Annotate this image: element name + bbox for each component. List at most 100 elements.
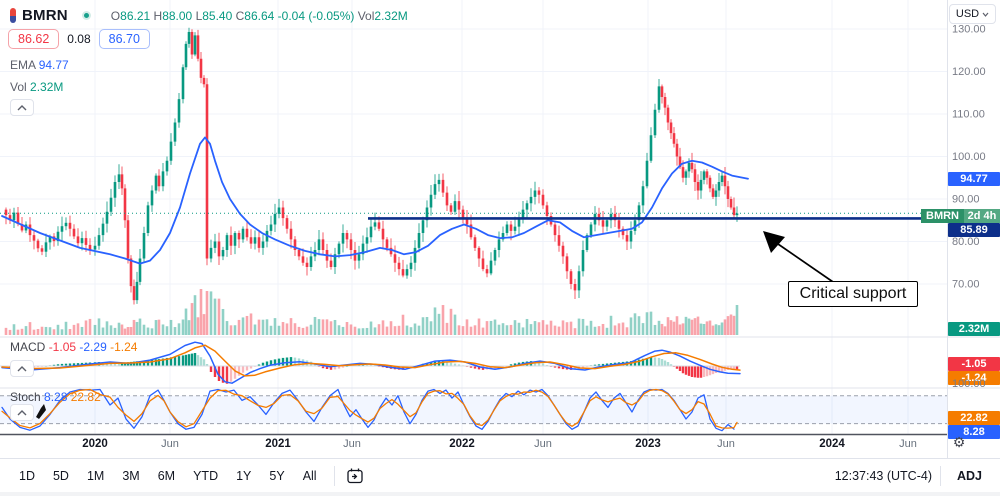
volume-bar xyxy=(353,326,357,335)
volume-bar xyxy=(405,325,409,335)
axis-settings-gear-icon[interactable]: ⚙ xyxy=(952,435,966,451)
range-button-1d[interactable]: 1D xyxy=(19,468,35,483)
stoch-d-badge: 22.82 xyxy=(948,411,1000,425)
price-axis-label: 110.00 xyxy=(952,109,985,121)
macd-hist-bar xyxy=(237,366,241,376)
volume-bar xyxy=(678,324,682,335)
ask-button[interactable]: 86.70 xyxy=(98,29,150,49)
candle-body xyxy=(202,77,206,85)
volume-bar xyxy=(241,317,245,335)
candle-body xyxy=(541,194,545,206)
candle-body xyxy=(732,207,736,216)
macd-hist-bar xyxy=(449,362,453,366)
macd-hist-bar xyxy=(123,362,127,366)
range-button-all[interactable]: All xyxy=(302,468,317,483)
macd-hist-bar xyxy=(369,363,373,366)
volume-bar xyxy=(621,322,625,335)
time-axis-label: Jun xyxy=(717,438,735,450)
candle-body xyxy=(717,182,721,191)
volume-bar xyxy=(425,317,429,335)
volume-bar xyxy=(593,326,597,335)
price-axis-label: 130.00 xyxy=(952,24,986,36)
collapse-stoch-pane-button[interactable] xyxy=(10,404,34,421)
low-value: 85.40 xyxy=(202,8,233,23)
candle-body xyxy=(553,224,557,236)
candle-body xyxy=(76,236,80,244)
ema-value: 94.77 xyxy=(38,58,69,72)
volume-bar xyxy=(97,318,101,335)
range-button-6m[interactable]: 6M xyxy=(157,468,176,483)
macd-hist-bar xyxy=(641,358,645,366)
candle-body xyxy=(687,162,691,172)
volume-bar xyxy=(485,321,489,335)
macd-hist-bar xyxy=(537,362,541,366)
chart-canvas[interactable]: 2020 Jun 2021 Jun 2022 Jun 2023 Jun 2024 Jun 130.0… xyxy=(0,0,1000,458)
volume-bar xyxy=(199,289,203,335)
volume-bar xyxy=(126,327,130,335)
go-to-date-button[interactable] xyxy=(343,464,367,488)
candle-body xyxy=(537,190,541,195)
candle-body xyxy=(257,237,261,248)
macd-hist-bar xyxy=(321,366,325,369)
symbol-name[interactable]: BMRN xyxy=(22,7,68,24)
macd-hist-bar xyxy=(117,362,121,366)
volume-bar xyxy=(365,327,369,335)
volume-label: Vol xyxy=(10,80,27,94)
volume-bar xyxy=(517,322,521,335)
range-button-5d[interactable]: 5D xyxy=(52,468,69,483)
candle-body xyxy=(489,260,493,274)
macd-hist-bar xyxy=(732,366,736,370)
macd-hist-bar xyxy=(687,366,691,376)
range-button-5y[interactable]: 5Y xyxy=(269,468,285,483)
volume-bar xyxy=(301,327,305,335)
macd-hist-bar xyxy=(209,366,213,372)
range-button-3m[interactable]: 3M xyxy=(122,468,140,483)
volume-bar xyxy=(72,324,76,335)
volume-bar xyxy=(489,320,493,335)
volume-bar xyxy=(561,320,565,335)
candle-body xyxy=(605,220,609,227)
volume-bar xyxy=(525,318,529,335)
clock[interactable]: 12:37:43 (UTC-4) xyxy=(834,468,932,483)
volume-bar xyxy=(702,324,706,335)
macd-hist-bar xyxy=(717,366,721,373)
candle-body xyxy=(187,31,191,44)
ohlc-readout: O86.21 H88.00 L85.40 C86.64 -0.04 (-0.05… xyxy=(111,9,408,23)
collapse-main-pane-button[interactable] xyxy=(10,99,34,116)
macd-hist-bar xyxy=(678,366,682,371)
price-axis-label: 100.00 xyxy=(952,151,986,163)
ema-label: EMA xyxy=(10,58,36,72)
currency-selector-button[interactable]: USD xyxy=(949,4,996,24)
volume-badge: 2.32M xyxy=(948,322,1000,336)
macd-hist-bar xyxy=(52,364,56,366)
volume-bar xyxy=(461,326,465,335)
candle-body xyxy=(209,247,213,259)
volume-bar xyxy=(723,319,727,335)
bid-button[interactable]: 86.62 xyxy=(8,29,60,49)
adj-toggle-button[interactable]: ADJ xyxy=(956,468,982,483)
volume-bar xyxy=(445,322,449,335)
candle-body xyxy=(173,122,177,142)
range-button-1y[interactable]: 1Y xyxy=(236,468,252,483)
candle-body xyxy=(193,35,197,55)
macd-hist-bar xyxy=(265,361,269,366)
candle-body xyxy=(277,207,281,214)
volume-bar xyxy=(313,316,317,335)
volume-bar xyxy=(64,321,68,335)
candle-body xyxy=(597,213,601,221)
candle-body xyxy=(577,271,581,291)
candle-body xyxy=(699,179,703,191)
critical-support-annotation[interactable]: Critical support xyxy=(788,281,918,307)
macd-hist-bar xyxy=(469,366,473,368)
volume-bar xyxy=(675,316,679,335)
range-button-1m[interactable]: 1M xyxy=(86,468,105,483)
candle-body xyxy=(213,241,217,248)
collapse-macd-pane-button[interactable] xyxy=(10,360,34,377)
volume-bar xyxy=(660,323,664,335)
macd-hist-bar xyxy=(72,363,76,366)
candle-body xyxy=(641,186,645,206)
range-button-ytd[interactable]: YTD xyxy=(193,468,219,483)
stoch-label: Stoch xyxy=(10,390,41,404)
annotation-arrow-head[interactable] xyxy=(763,231,785,253)
macd-hist-bar xyxy=(205,364,209,366)
